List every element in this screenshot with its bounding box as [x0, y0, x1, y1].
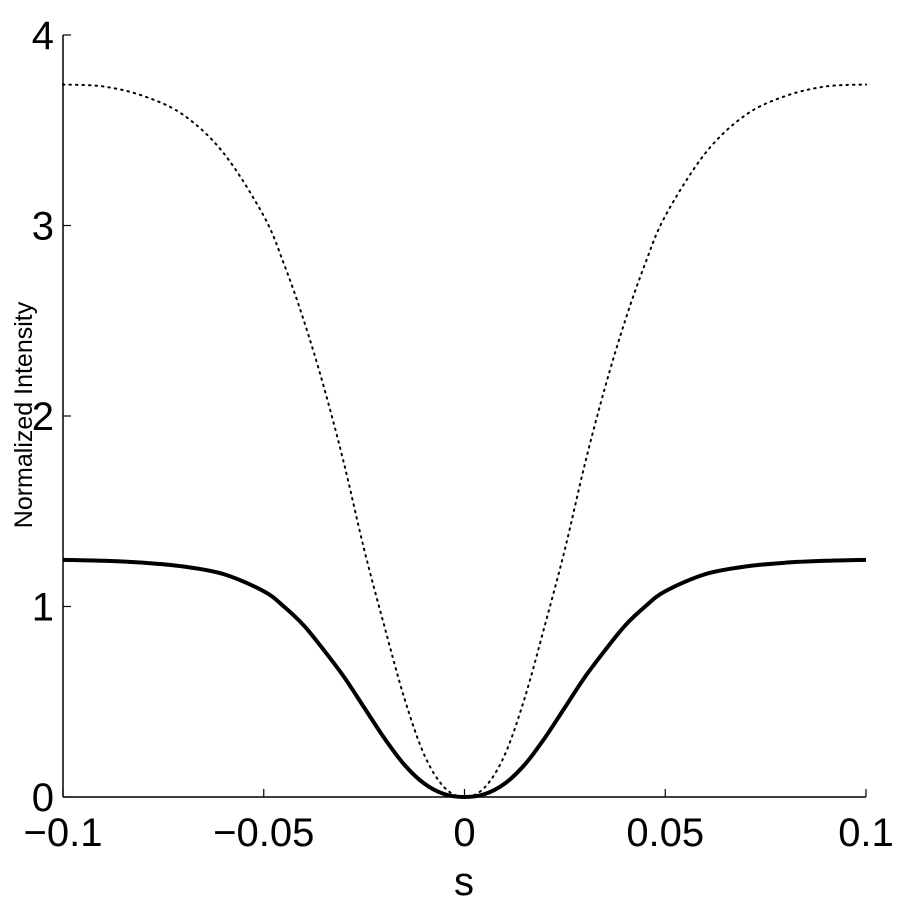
y-tick-label: 2 — [32, 395, 54, 439]
axes — [62, 35, 866, 798]
series-line-dotted — [62, 83, 867, 799]
x-tick-label: 0.1 — [838, 811, 894, 855]
ticks: −0.1 −0.05 0 0.05 0.1 0 1 2 3 4 — [24, 14, 894, 855]
x-tick-label: 0.05 — [626, 811, 704, 855]
series-group — [62, 83, 867, 799]
y-tick-label: 3 — [32, 205, 54, 249]
x-tick-label: −0.1 — [24, 811, 103, 855]
series-line-solid — [62, 557, 867, 799]
x-tick-label: −0.05 — [213, 811, 314, 855]
y-axis-label: Normalized Intensity — [10, 301, 38, 528]
y-tick-label: 0 — [32, 776, 54, 820]
x-axis-label: s — [454, 860, 474, 900]
x-tick-label: 0 — [453, 811, 475, 855]
y-tick-label: 1 — [32, 586, 54, 630]
y-tick-label: 4 — [32, 14, 54, 58]
